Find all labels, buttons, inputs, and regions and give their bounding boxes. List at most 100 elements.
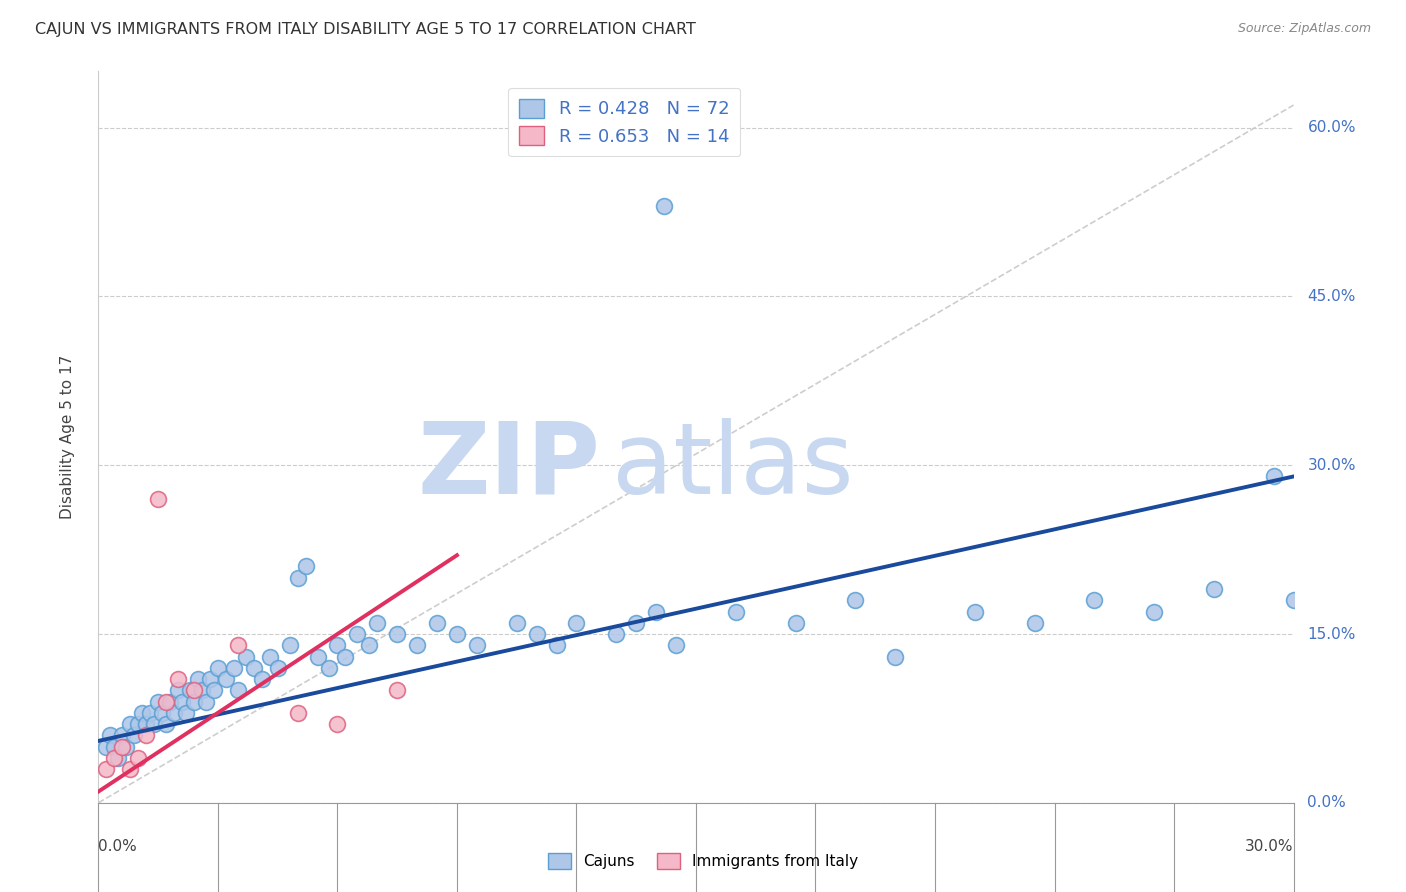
Point bbox=[135, 717, 157, 731]
Point bbox=[385, 683, 409, 698]
Point bbox=[222, 661, 245, 675]
Point bbox=[191, 683, 214, 698]
Point bbox=[207, 661, 229, 675]
Point bbox=[155, 694, 177, 708]
Legend: R = 0.428   N = 72, R = 0.653   N = 14: R = 0.428 N = 72, R = 0.653 N = 14 bbox=[508, 87, 741, 156]
Point bbox=[120, 717, 142, 731]
Point bbox=[148, 491, 170, 506]
Point bbox=[243, 661, 266, 675]
Point bbox=[195, 694, 218, 708]
Point bbox=[226, 683, 249, 698]
Point bbox=[183, 694, 205, 708]
Y-axis label: Disability Age 5 to 17: Disability Age 5 to 17 bbox=[60, 355, 75, 519]
Text: 30.0%: 30.0% bbox=[1246, 839, 1294, 855]
Point bbox=[131, 706, 153, 720]
Point bbox=[174, 706, 197, 720]
Point bbox=[115, 739, 138, 754]
Legend: Cajuns, Immigrants from Italy: Cajuns, Immigrants from Italy bbox=[541, 847, 865, 875]
Point bbox=[1083, 593, 1105, 607]
Point bbox=[250, 672, 273, 686]
Point bbox=[148, 694, 170, 708]
Point bbox=[294, 559, 316, 574]
Point bbox=[546, 638, 568, 652]
Point bbox=[96, 739, 118, 754]
Text: CAJUN VS IMMIGRANTS FROM ITALY DISABILITY AGE 5 TO 17 CORRELATION CHART: CAJUN VS IMMIGRANTS FROM ITALY DISABILIT… bbox=[35, 22, 696, 37]
Text: 0.0%: 0.0% bbox=[1308, 796, 1346, 810]
Point bbox=[626, 615, 648, 630]
Text: 60.0%: 60.0% bbox=[1308, 120, 1355, 135]
Text: 45.0%: 45.0% bbox=[1308, 289, 1355, 304]
Point bbox=[179, 683, 201, 698]
Point bbox=[159, 694, 181, 708]
Point bbox=[167, 683, 190, 698]
Point bbox=[1263, 469, 1285, 483]
Point bbox=[202, 683, 225, 698]
Point bbox=[526, 627, 548, 641]
Point bbox=[107, 751, 129, 765]
Point bbox=[111, 739, 134, 754]
Text: atlas: atlas bbox=[613, 417, 853, 515]
Point bbox=[103, 739, 125, 754]
Point bbox=[226, 638, 249, 652]
Point bbox=[406, 638, 429, 652]
Text: ZIP: ZIP bbox=[418, 417, 600, 515]
Point bbox=[465, 638, 488, 652]
Point bbox=[385, 627, 409, 641]
Point bbox=[605, 627, 627, 641]
Point bbox=[359, 638, 381, 652]
Point bbox=[111, 728, 134, 742]
Point bbox=[326, 638, 349, 652]
Point bbox=[163, 706, 186, 720]
Point bbox=[724, 605, 747, 619]
Text: 15.0%: 15.0% bbox=[1308, 626, 1355, 641]
Point bbox=[172, 694, 194, 708]
Point bbox=[259, 649, 281, 664]
Point bbox=[366, 615, 388, 630]
Point bbox=[446, 627, 468, 641]
Point bbox=[183, 683, 205, 698]
Point bbox=[215, 672, 238, 686]
Point bbox=[124, 728, 146, 742]
Point bbox=[326, 717, 349, 731]
Point bbox=[307, 649, 329, 664]
Point bbox=[963, 605, 986, 619]
Text: 0.0%: 0.0% bbox=[98, 839, 138, 855]
Point bbox=[235, 649, 257, 664]
Point bbox=[318, 661, 340, 675]
Point bbox=[127, 751, 149, 765]
Point bbox=[96, 762, 118, 776]
Point bbox=[167, 672, 190, 686]
Point bbox=[150, 706, 173, 720]
Point bbox=[884, 649, 907, 664]
Point bbox=[155, 717, 177, 731]
Point bbox=[785, 615, 807, 630]
Point bbox=[652, 199, 675, 213]
Point bbox=[135, 728, 157, 742]
Text: Source: ZipAtlas.com: Source: ZipAtlas.com bbox=[1237, 22, 1371, 36]
Point bbox=[267, 661, 290, 675]
Point bbox=[120, 762, 142, 776]
Point bbox=[287, 706, 309, 720]
Point bbox=[127, 717, 149, 731]
Point bbox=[844, 593, 866, 607]
Point bbox=[139, 706, 162, 720]
Point bbox=[645, 605, 668, 619]
Point bbox=[335, 649, 357, 664]
Point bbox=[1143, 605, 1166, 619]
Point bbox=[143, 717, 166, 731]
Point bbox=[1282, 593, 1305, 607]
Point bbox=[98, 728, 122, 742]
Text: 30.0%: 30.0% bbox=[1308, 458, 1355, 473]
Point bbox=[346, 627, 368, 641]
Point bbox=[665, 638, 688, 652]
Point bbox=[506, 615, 529, 630]
Point bbox=[278, 638, 301, 652]
Point bbox=[287, 571, 309, 585]
Point bbox=[1202, 582, 1225, 596]
Point bbox=[1024, 615, 1046, 630]
Point bbox=[198, 672, 221, 686]
Point bbox=[103, 751, 125, 765]
Point bbox=[565, 615, 588, 630]
Point bbox=[426, 615, 449, 630]
Point bbox=[187, 672, 209, 686]
